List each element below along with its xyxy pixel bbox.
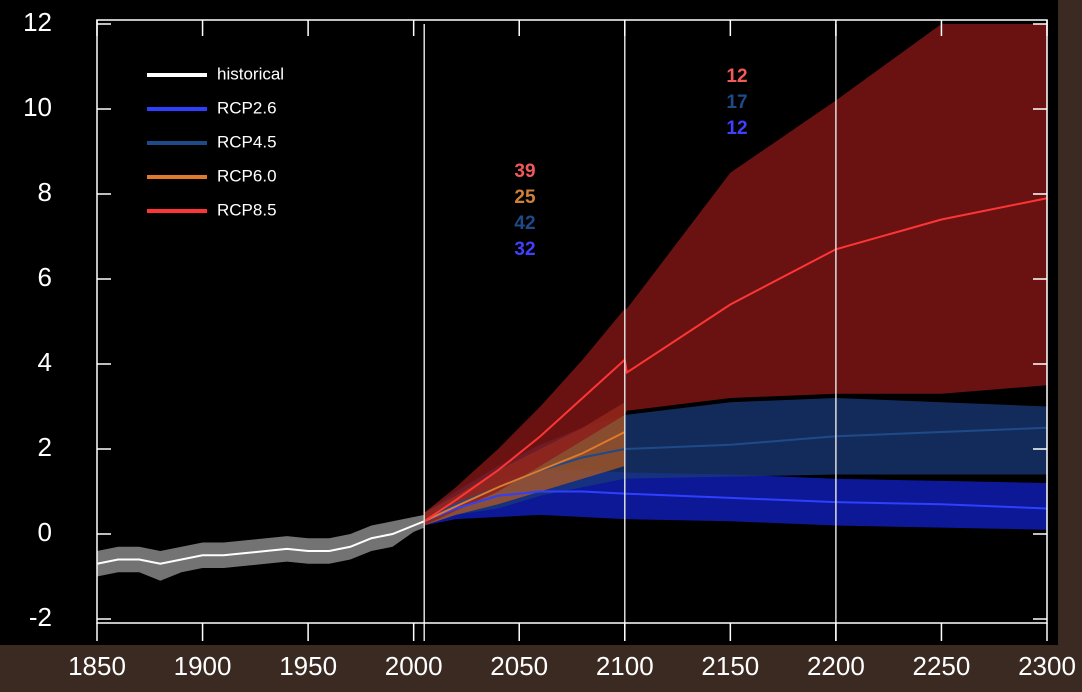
x-tick-label: 2100 [596,651,654,681]
legend-label: RCP4.5 [217,132,277,151]
y-tick-label: 4 [38,347,52,377]
x-tick-label: 1950 [279,651,337,681]
y-tick-label: 2 [38,432,52,462]
annotation: 12 [726,118,747,139]
x-tick-label: 2250 [913,651,971,681]
legend-label: RCP6.0 [217,166,277,185]
annotation: 42 [514,213,535,234]
chart: -2 0 2 4 6 8 10 12 1850 1900 1950 2000 2050 2100 2150 2… [0,0,1082,692]
y-tick-label: 12 [23,7,52,37]
x-tick-label: 2300 [1018,651,1076,681]
legend-label: historical [217,64,284,83]
y-tick-label: 10 [23,92,52,122]
x-tick-label: 2050 [490,651,548,681]
y-tick-label: 6 [38,262,52,292]
x-tick-label: 1850 [68,651,126,681]
legend-label: RCP2.6 [217,98,277,117]
annotation: 32 [514,239,535,260]
x-tick-label: 2150 [701,651,759,681]
y-tick-label: 8 [38,177,52,207]
annotation: 12 [726,66,747,87]
annotation: 17 [726,92,747,113]
y-tick-label: -2 [29,602,52,632]
y-tick-label: 0 [38,517,52,547]
x-tick-label: 1900 [174,651,232,681]
annotation: 39 [514,161,535,182]
x-tick-label: 2000 [385,651,443,681]
legend-label: RCP8.5 [217,200,277,219]
x-tick-label: 2200 [807,651,865,681]
annotation: 25 [514,187,536,208]
